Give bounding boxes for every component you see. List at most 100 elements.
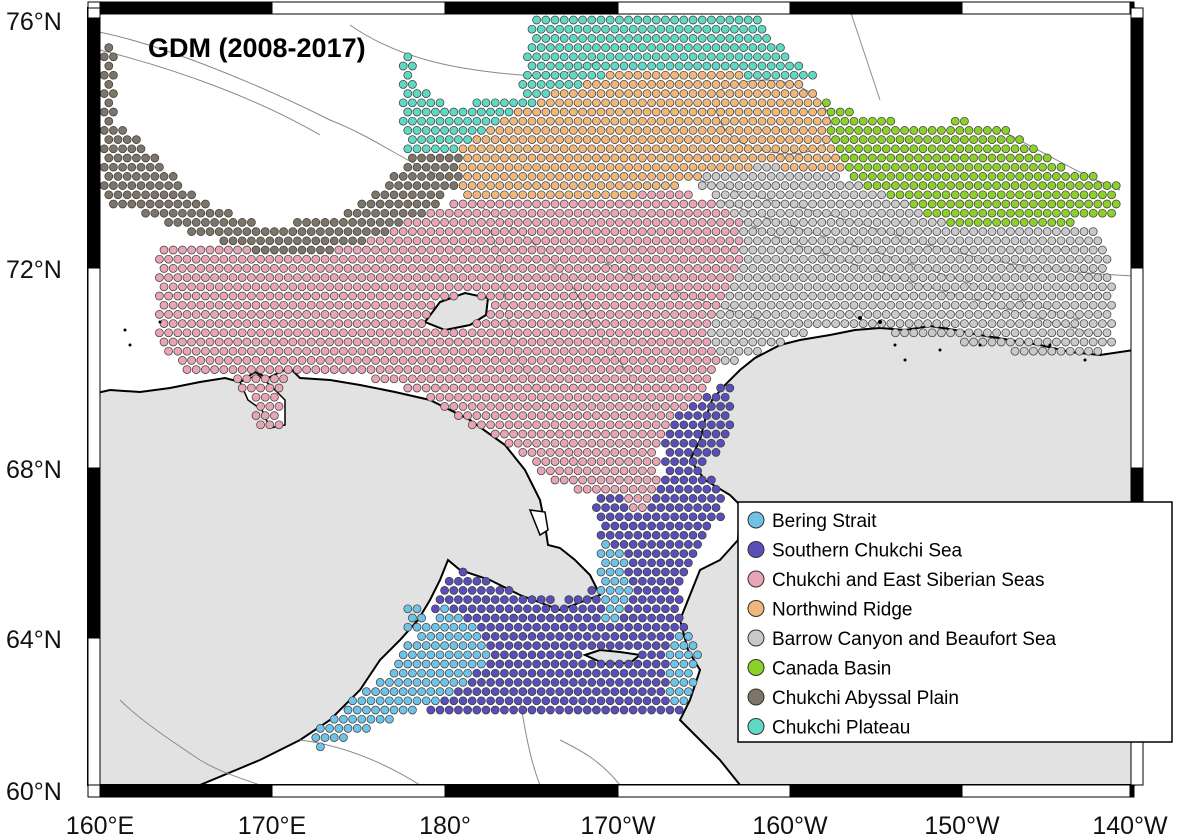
station-dot: [270, 411, 279, 420]
station-dot: [702, 245, 712, 255]
station-dot: [472, 319, 482, 328]
station-dot: [569, 346, 578, 356]
station-dot: [541, 604, 551, 614]
station-dot: [127, 199, 137, 209]
station-dot: [647, 466, 656, 476]
station-dot: [918, 291, 928, 301]
station-dot: [518, 98, 528, 108]
station-dot: [385, 236, 394, 246]
station-dot: [196, 227, 206, 236]
station-dot: [651, 236, 661, 246]
station-dot: [431, 107, 440, 117]
station-dot: [670, 494, 679, 503]
station-dot: [444, 282, 454, 292]
station-dot: [1006, 135, 1015, 144]
station-dot: [638, 687, 647, 696]
station-dot: [624, 438, 633, 448]
station-dot: [1098, 337, 1107, 347]
station-dot: [408, 245, 417, 255]
station-dot: [688, 438, 698, 448]
station-dot: [403, 199, 413, 209]
station-dot: [1006, 208, 1015, 218]
station-dot: [720, 190, 730, 200]
station-dot: [265, 291, 275, 301]
station-dot: [527, 172, 537, 181]
station-dot: [458, 402, 468, 411]
station-dot: [661, 273, 670, 282]
station-dot: [743, 218, 753, 227]
station-dot: [486, 696, 495, 706]
station-dot: [633, 383, 643, 393]
station-dot: [536, 411, 546, 420]
station-dot: [794, 264, 804, 273]
station-dot: [104, 116, 114, 126]
station-dot: [288, 356, 298, 365]
station-dot: [168, 319, 178, 328]
station-dot: [104, 172, 114, 181]
station-dot: [362, 227, 371, 236]
station-dot: [624, 567, 633, 577]
station-dot: [334, 300, 344, 310]
station-dot: [771, 126, 781, 135]
station-dot: [656, 668, 666, 678]
station-dot: [536, 300, 546, 310]
station-dot: [638, 98, 647, 108]
station-dot: [523, 365, 532, 374]
station-dot: [352, 319, 362, 328]
station-dot: [541, 162, 551, 172]
station-dot: [513, 365, 523, 374]
station-dot: [684, 190, 693, 200]
station-dot: [633, 144, 643, 154]
station-dot: [495, 641, 505, 650]
station-dot: [242, 300, 252, 310]
station-dot: [642, 254, 652, 264]
station-dot: [145, 199, 155, 209]
station-dot: [288, 300, 298, 310]
station-dot: [394, 328, 403, 338]
station-dot: [725, 328, 735, 338]
station-dot: [546, 98, 555, 108]
station-dot: [624, 328, 633, 338]
station-dot: [555, 245, 564, 255]
station-dot: [362, 300, 371, 310]
station-dot: [371, 245, 380, 255]
station-dot: [421, 144, 431, 154]
station-dot: [960, 153, 969, 163]
station-dot: [371, 705, 380, 715]
station-dot: [684, 356, 693, 365]
station-dot: [155, 310, 164, 319]
station-dot: [693, 503, 702, 512]
station-dot: [748, 24, 758, 34]
station-dot: [812, 208, 822, 218]
station-dot: [578, 254, 587, 264]
station-dot: [693, 116, 702, 126]
station-dot: [256, 346, 265, 356]
station-dot: [1042, 245, 1052, 255]
station-dot: [725, 383, 735, 393]
station-dot: [449, 328, 459, 338]
station-dot: [490, 98, 500, 108]
station-dot: [1070, 264, 1080, 273]
station-dot: [178, 245, 187, 255]
station-dot: [417, 687, 426, 696]
station-dot: [265, 310, 275, 319]
station-dot: [1019, 328, 1029, 338]
station-dot: [955, 162, 965, 172]
station-dot: [495, 604, 505, 614]
station-dot: [845, 254, 854, 264]
station-dot: [831, 319, 840, 328]
station-dot: [661, 659, 670, 669]
station-dot: [633, 236, 643, 246]
station-dot: [256, 420, 265, 430]
station-dot: [1061, 245, 1070, 255]
station-dot: [412, 162, 422, 172]
station-dot: [155, 181, 164, 190]
station-dot: [1056, 199, 1066, 209]
station-dot: [458, 346, 468, 356]
station-dot: [546, 650, 555, 660]
station-dot: [697, 181, 707, 190]
station-dot: [711, 337, 721, 347]
station-dot: [578, 346, 587, 356]
station-dot: [858, 300, 868, 310]
station-dot: [697, 383, 707, 393]
